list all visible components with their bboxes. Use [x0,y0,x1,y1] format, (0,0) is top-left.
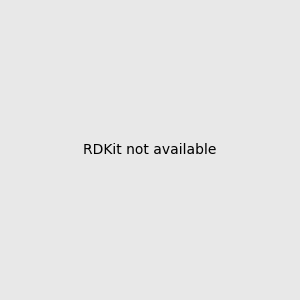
Text: RDKit not available: RDKit not available [83,143,217,157]
